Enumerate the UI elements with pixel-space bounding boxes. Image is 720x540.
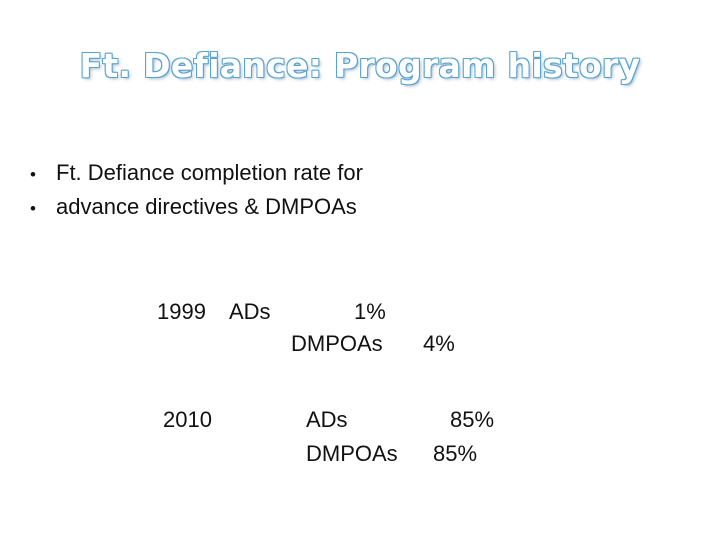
history-dmpoa-label: DMPOAs <box>291 331 383 356</box>
history-ad-value: 1% <box>354 299 386 324</box>
history-ad-label: ADs <box>229 299 271 324</box>
history-year-2010: 2010 <box>163 407 212 432</box>
history-year-1999: 1999 <box>157 299 206 324</box>
bullet-item: • advance directives & DMPOAs <box>30 191 363 225</box>
history-dmpoa-label: DMPOAs <box>306 441 398 466</box>
bullet-dot-icon: • <box>30 165 36 184</box>
slide-title: Ft. Defiance: Program history <box>79 46 641 85</box>
bullet-list: • Ft. Defiance completion rate for • adv… <box>30 157 363 225</box>
history-ad-label: ADs <box>306 407 348 432</box>
bullet-item: • Ft. Defiance completion rate for <box>30 157 363 191</box>
bullet-text: Ft. Defiance completion rate for <box>56 160 363 185</box>
history-dmpoa-value: 4% <box>423 331 455 356</box>
history-ad-value: 85% <box>450 407 495 432</box>
history-dmpoa-value: 85% <box>433 441 478 466</box>
bullet-text: advance directives & DMPOAs <box>56 194 357 219</box>
bullet-dot-icon: • <box>30 199 36 218</box>
